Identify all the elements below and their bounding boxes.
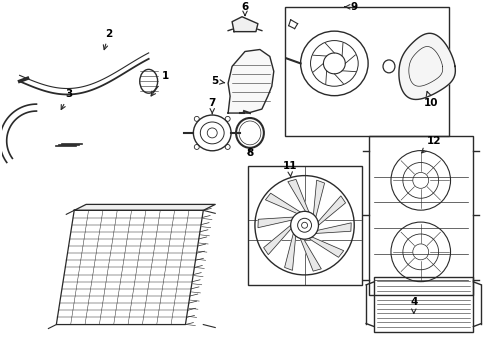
Text: 3: 3 (61, 89, 73, 109)
Polygon shape (285, 233, 295, 270)
Text: 10: 10 (423, 91, 438, 108)
Polygon shape (318, 196, 345, 225)
Polygon shape (56, 210, 203, 325)
Bar (248, 166, 362, 285)
Polygon shape (288, 179, 309, 212)
Text: 6: 6 (242, 2, 248, 15)
Text: 12: 12 (421, 136, 441, 153)
Polygon shape (74, 204, 215, 210)
Polygon shape (316, 223, 351, 233)
Bar (285, 7, 448, 136)
Text: 2: 2 (103, 28, 113, 50)
Polygon shape (266, 193, 300, 213)
Text: 1: 1 (151, 71, 169, 96)
Bar (374, 277, 473, 332)
Polygon shape (228, 50, 274, 113)
Text: 7: 7 (209, 98, 216, 114)
Polygon shape (309, 237, 343, 257)
Text: 5: 5 (212, 76, 224, 86)
Polygon shape (258, 217, 294, 228)
Text: 9: 9 (345, 2, 358, 12)
Polygon shape (264, 225, 291, 255)
Circle shape (291, 211, 318, 239)
Polygon shape (300, 238, 321, 271)
Text: 8: 8 (246, 148, 254, 158)
Polygon shape (232, 17, 258, 32)
Bar (369, 136, 473, 295)
Text: 4: 4 (410, 297, 417, 314)
Polygon shape (399, 33, 455, 99)
Text: 11: 11 (282, 161, 297, 177)
Polygon shape (314, 180, 324, 217)
